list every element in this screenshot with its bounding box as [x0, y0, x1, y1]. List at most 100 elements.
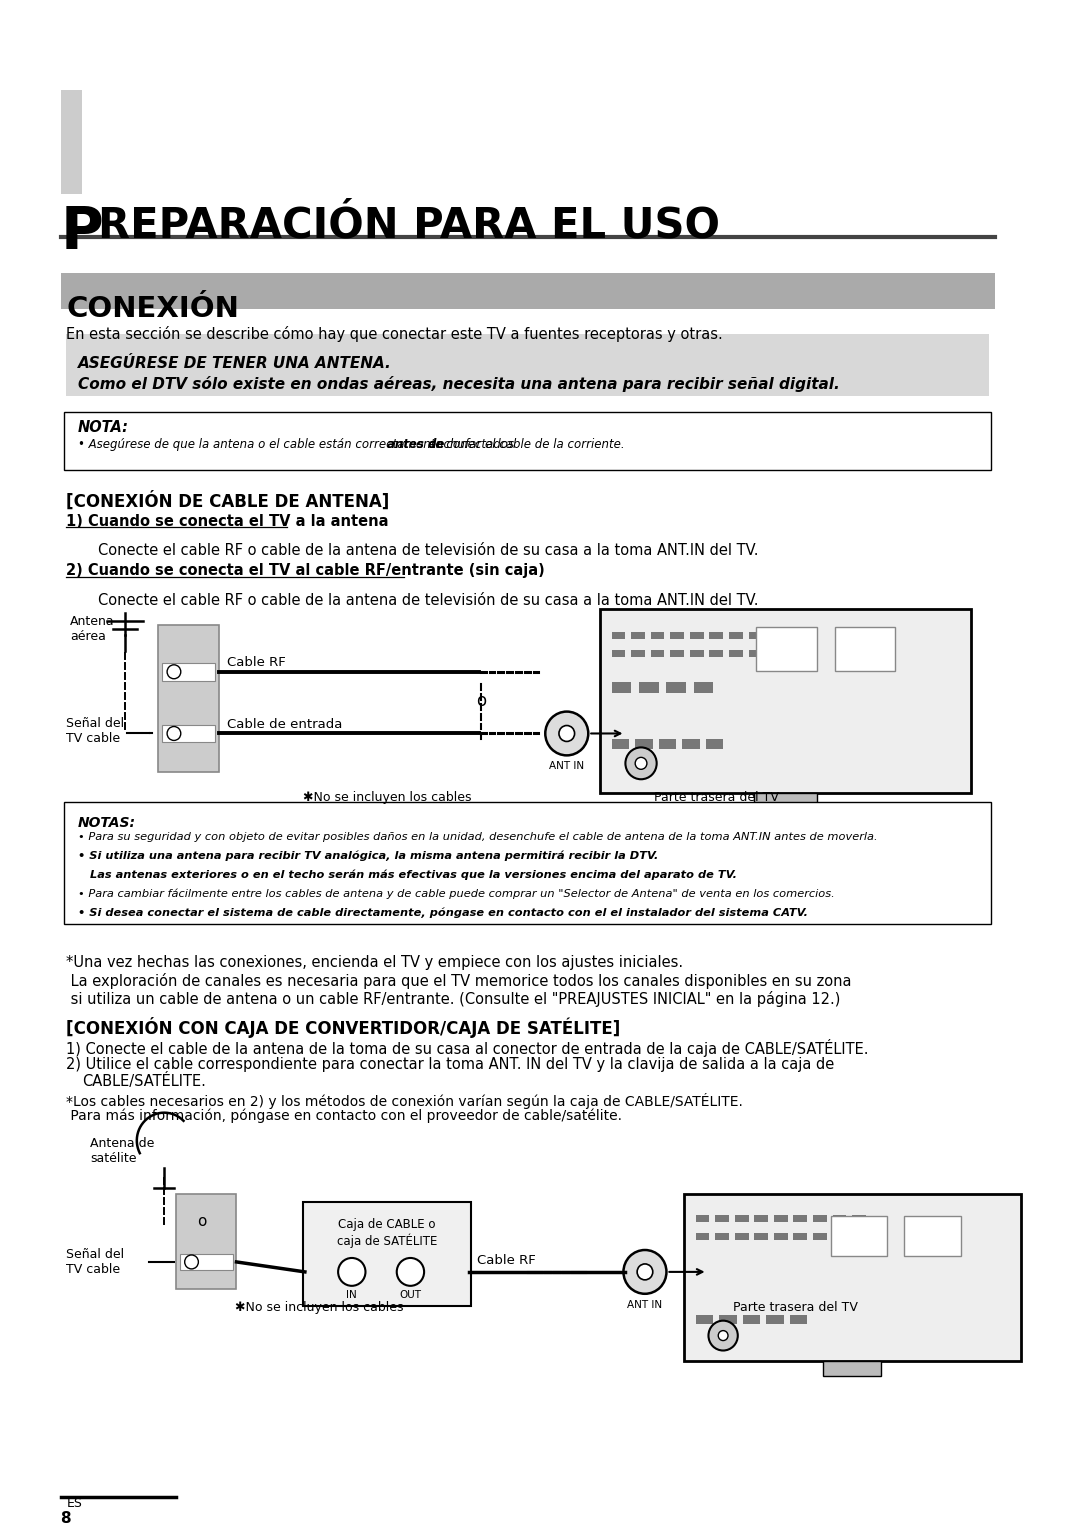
Bar: [768, 633, 782, 639]
Circle shape: [185, 1254, 199, 1268]
Bar: [690, 649, 703, 657]
Text: Conecte el cable RF o cable de la antena de televisión de su casa a la toma ANT.: Conecte el cable RF o cable de la antena…: [97, 544, 758, 558]
Bar: [705, 740, 724, 749]
Bar: [774, 1233, 787, 1241]
Text: • Para cambiar fácilmente entre los cables de antena y de cable puede comprar un: • Para cambiar fácilmente entre los cabl…: [78, 889, 835, 900]
Bar: [755, 793, 816, 810]
Text: ASEGÚRESE DE TENER UNA ANTENA.: ASEGÚRESE DE TENER UNA ANTENA.: [78, 356, 392, 371]
Circle shape: [635, 758, 647, 769]
FancyBboxPatch shape: [65, 413, 990, 469]
Bar: [748, 649, 762, 657]
Bar: [60, 272, 995, 309]
Bar: [904, 1216, 960, 1256]
Circle shape: [167, 726, 180, 741]
Bar: [813, 1233, 826, 1241]
Bar: [835, 626, 895, 671]
Bar: [611, 649, 625, 657]
Text: [CONEXIÓN DE CABLE DE ANTENA]: [CONEXIÓN DE CABLE DE ANTENA]: [67, 492, 390, 510]
Circle shape: [545, 712, 589, 755]
Bar: [743, 1314, 760, 1323]
Bar: [162, 663, 215, 681]
Bar: [768, 649, 782, 657]
Text: 8: 8: [60, 1511, 71, 1526]
Text: *Una vez hechas las conexiones, encienda el TV y empiece con los ajustes inicial: *Una vez hechas las conexiones, encienda…: [67, 955, 684, 970]
Bar: [179, 1254, 232, 1270]
Text: • Asegúrese de que la antena o el cable están correctamente conectados: • Asegúrese de que la antena o el cable …: [78, 439, 518, 451]
Text: ANT IN: ANT IN: [627, 1300, 662, 1309]
Bar: [176, 1195, 237, 1288]
Text: Antena de
satélite: Antena de satélite: [90, 1137, 154, 1164]
Circle shape: [396, 1258, 424, 1287]
Text: • Si utiliza una antena para recibir TV analógica, la misma antena permitirá rec: • Si utiliza una antena para recibir TV …: [78, 851, 659, 862]
Bar: [710, 633, 724, 639]
Circle shape: [637, 1264, 652, 1280]
Text: ✱No se incluyen los cables: ✱No se incluyen los cables: [302, 792, 472, 804]
Text: Para más información, póngase en contacto con el proveedor de cable/satélite.: Para más información, póngase en contact…: [67, 1109, 622, 1123]
Text: Señal del
TV cable: Señal del TV cable: [67, 717, 124, 744]
Text: Antena
aérea: Antena aérea: [70, 616, 114, 643]
Text: 2) Utilice el cable correspondiente para conectar la toma ANT. IN del TV y la cl: 2) Utilice el cable correspondiente para…: [67, 1057, 835, 1073]
Bar: [710, 649, 724, 657]
Text: Señal del
TV cable: Señal del TV cable: [67, 1248, 124, 1276]
Bar: [831, 1216, 888, 1256]
Text: antes de: antes de: [387, 439, 444, 451]
Text: Conecte el cable RF o cable de la antena de televisión de su casa a la toma ANT.: Conecte el cable RF o cable de la antena…: [97, 593, 758, 608]
Text: La exploración de canales es necesaria para que el TV memorice todos los canales: La exploración de canales es necesaria p…: [67, 973, 852, 989]
Bar: [611, 740, 630, 749]
Text: REPARACIÓN PARA EL USO: REPARACIÓN PARA EL USO: [97, 205, 719, 246]
Text: NOTA:: NOTA:: [78, 420, 130, 435]
Bar: [651, 649, 664, 657]
Bar: [635, 740, 652, 749]
Bar: [639, 681, 659, 692]
Bar: [690, 633, 703, 639]
Text: Cable RF: Cable RF: [477, 1254, 536, 1267]
Bar: [833, 1215, 847, 1222]
Text: Como el DTV sólo existe en ondas aéreas, necesita una antena para recibir señal : Como el DTV sólo existe en ondas aéreas,…: [78, 376, 840, 393]
Text: IN: IN: [347, 1290, 357, 1300]
Text: ES: ES: [67, 1497, 82, 1510]
Text: Parte trasera del TV: Parte trasera del TV: [653, 792, 779, 804]
Text: 2) Cuando se conecta el TV al cable RF/entrante (sin caja): 2) Cuando se conecta el TV al cable RF/e…: [67, 564, 545, 578]
Bar: [67, 335, 989, 396]
Bar: [159, 625, 219, 772]
Text: Parte trasera del TV: Parte trasera del TV: [733, 1300, 858, 1314]
Text: OUT: OUT: [400, 1290, 421, 1300]
Bar: [715, 1233, 729, 1241]
Bar: [696, 1314, 714, 1323]
Circle shape: [625, 747, 657, 779]
Circle shape: [708, 1320, 738, 1351]
Text: *Los cables necesarios en 2) y los métodos de conexión varían según la caja de C: *Los cables necesarios en 2) y los métod…: [67, 1093, 743, 1109]
Bar: [632, 649, 645, 657]
Bar: [671, 649, 684, 657]
Circle shape: [167, 665, 180, 678]
Text: CONEXIÓN: CONEXIÓN: [67, 295, 240, 322]
FancyBboxPatch shape: [302, 1203, 471, 1306]
Bar: [696, 1215, 710, 1222]
Text: Caja de CABLE o
caja de SATÉLITE: Caja de CABLE o caja de SATÉLITE: [337, 1218, 437, 1248]
Text: NOTAS:: NOTAS:: [78, 816, 136, 830]
Bar: [162, 724, 215, 743]
Text: ✱No se incluyen los cables: ✱No se incluyen los cables: [234, 1300, 403, 1314]
Bar: [611, 633, 625, 639]
Bar: [684, 1195, 1022, 1361]
Circle shape: [338, 1258, 365, 1287]
Text: • Si desea conectar el sistema de cable directamente, póngase en contacto con el: • Si desea conectar el sistema de cable …: [78, 908, 808, 918]
Text: o: o: [198, 1215, 206, 1229]
Bar: [748, 633, 762, 639]
Circle shape: [623, 1250, 666, 1294]
Text: 1) Conecte el cable de la antena de la toma de su casa al conector de entrada de: 1) Conecte el cable de la antena de la t…: [67, 1039, 869, 1057]
Bar: [794, 1233, 807, 1241]
Text: En esta sección se describe cómo hay que conectar este TV a fuentes receptoras y: En esta sección se describe cómo hay que…: [67, 327, 724, 342]
Bar: [756, 626, 816, 671]
Bar: [666, 681, 686, 692]
FancyBboxPatch shape: [65, 802, 990, 923]
Bar: [683, 740, 700, 749]
Text: [CONEXIÓN CON CAJA DE CONVERTIDOR/CAJA DE SATÉLITE]: [CONEXIÓN CON CAJA DE CONVERTIDOR/CAJA D…: [67, 1018, 621, 1038]
Text: enchufar el cable de la corriente.: enchufar el cable de la corriente.: [426, 439, 625, 451]
Bar: [719, 1314, 737, 1323]
Bar: [611, 681, 632, 692]
Bar: [651, 633, 664, 639]
Text: Las antenas exteriores o en el techo serán más efectivas que la versiones encima: Las antenas exteriores o en el techo ser…: [78, 869, 738, 880]
Bar: [852, 1233, 866, 1241]
Bar: [715, 1215, 729, 1222]
